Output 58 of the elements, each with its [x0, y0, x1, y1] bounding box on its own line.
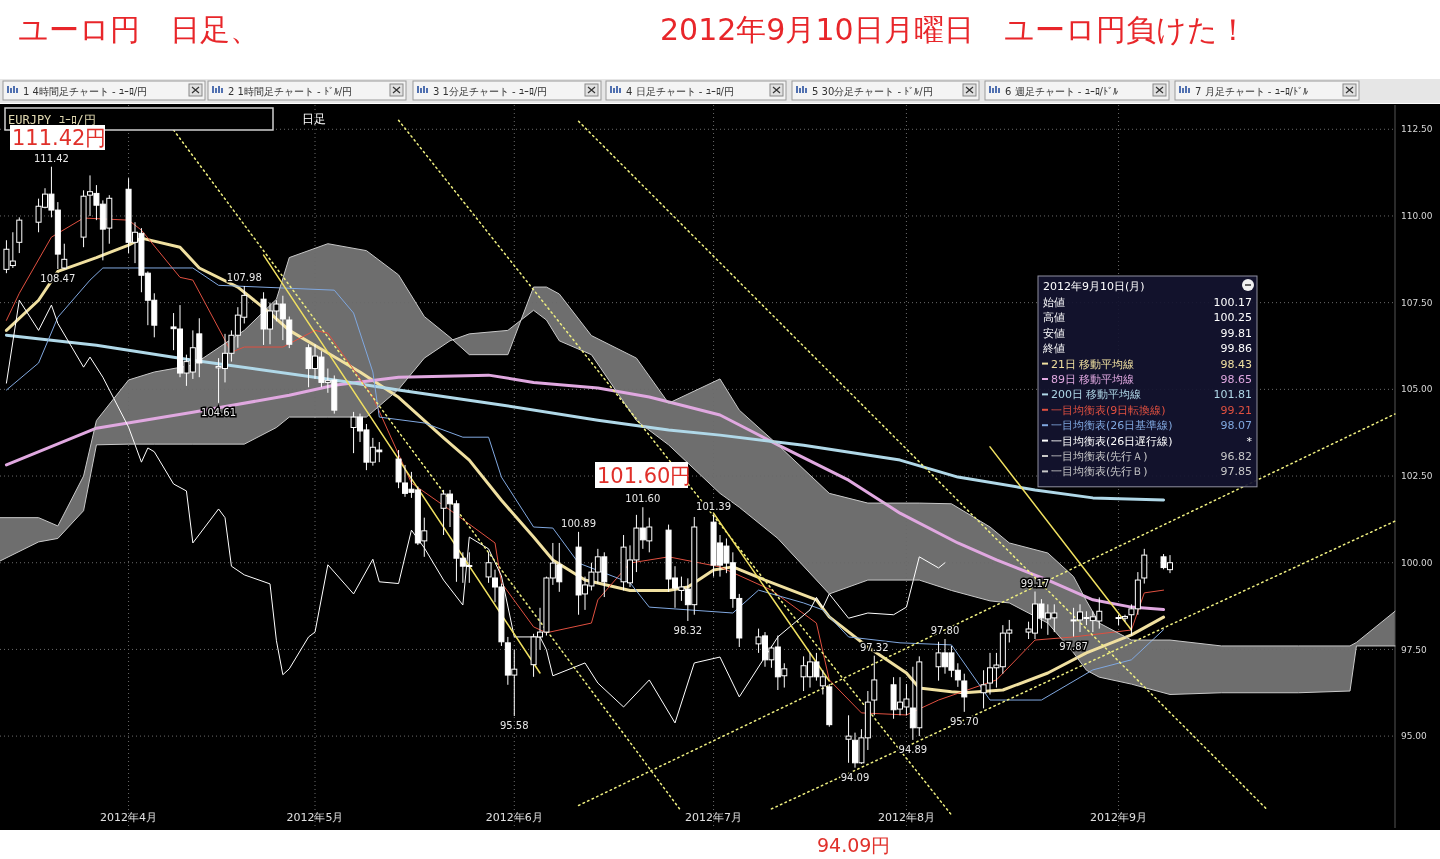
text: 21日 移動平均線 98.43: [1051, 357, 1252, 371]
annotation: 101.39: [696, 500, 732, 512]
legend-title: 2012年9月10日(月): [1043, 280, 1145, 293]
text: 一目均衡表(先行Ｂ) 97.85: [1051, 465, 1252, 479]
annotation: 95.70: [949, 715, 979, 727]
candlestick: [980, 669, 987, 709]
text: 一目均衡表(先行Ａ) 96.82: [1051, 450, 1252, 463]
annotation: 99.17: [1020, 577, 1050, 589]
y-tick-label: 105.00: [1401, 384, 1433, 395]
text: 3 1分足チャート - ﾕｰﾛ/円: [433, 86, 548, 97]
legend-label: 一目均衡表(26日遅行線): [1051, 434, 1173, 448]
text: 一目均衡表(9日転換線) 99.21: [1051, 403, 1252, 417]
text: 89日 移動平均線 98.65: [1051, 373, 1252, 386]
text: 高値 100.25: [1043, 311, 1252, 325]
annotation: 98.32: [673, 624, 703, 636]
y-tick-label: 102.50: [1401, 471, 1433, 482]
x-tick-label: 2012年6月: [485, 811, 543, 824]
text: 4 日足チャート - ﾕｰﾛ/円: [626, 86, 734, 97]
candlestick: [871, 655, 878, 716]
annotation: EURJPY ﾕｰﾛ/円: [8, 113, 96, 127]
annotation: 111.42: [33, 152, 69, 164]
annotation: 94.09: [840, 771, 870, 783]
y-tick-label: 112.50: [1401, 124, 1433, 135]
x-tick-label: 2012年8月: [877, 811, 935, 824]
x-tick-label: 2012年9月: [1090, 811, 1148, 824]
text: 1 4時間足チャート - ﾕｰﾛ/円: [23, 86, 148, 97]
candlestick: [61, 243, 68, 270]
text: 一目均衡表(26日基準線) 98.07: [1051, 419, 1252, 433]
annotation: 101.60: [625, 493, 661, 505]
text: 始値 100.17: [1043, 296, 1252, 309]
y-tick-label: 100.00: [1401, 557, 1433, 568]
annotation: 日足: [302, 112, 326, 126]
text: 6 週足チャート - ﾕｰﾛ/ﾄﾞﾙ: [1005, 86, 1118, 97]
annotation: 107.98: [226, 272, 262, 284]
y-tick-label: 95.00: [1401, 731, 1428, 742]
y-tick-label: 107.50: [1401, 297, 1433, 308]
y-tick-label: 110.00: [1401, 211, 1433, 222]
text: 終値 99.86: [1043, 342, 1252, 356]
chart-title: ユーロ円 日足、: [18, 12, 260, 47]
y-tick-label: 97.50: [1401, 644, 1428, 655]
x-tick-label: 2012年5月: [286, 811, 344, 824]
annotation: 94.89: [898, 743, 928, 755]
text: 安値 99.81: [1043, 326, 1252, 340]
text: 7 月足チャート - ﾕｰﾛ/ﾄﾞﾙ: [1195, 86, 1308, 97]
x-tick-label: 2012年4月: [100, 811, 158, 824]
candlestick: [845, 714, 852, 764]
candlestick: [1141, 548, 1148, 585]
annotation: 100.89: [561, 517, 597, 529]
x-tick-label: 2012年7月: [685, 811, 743, 824]
annotation: 104.61: [201, 406, 237, 418]
text: 5 30分足チャート - ﾄﾞﾙ/円: [812, 86, 933, 97]
text: 200日 移動平均線 101.81: [1051, 388, 1252, 402]
text: 94.09円: [817, 834, 891, 856]
annotation: *: [1246, 434, 1253, 448]
annotation: 95.58: [499, 720, 529, 731]
text: 2 1時間足チャート - ﾄﾞﾙ/円: [228, 86, 353, 97]
candlestick: [16, 216, 23, 254]
chart-subtitle: 2012年9月10日月曜日 ユーロ円負けた！: [660, 12, 1248, 47]
